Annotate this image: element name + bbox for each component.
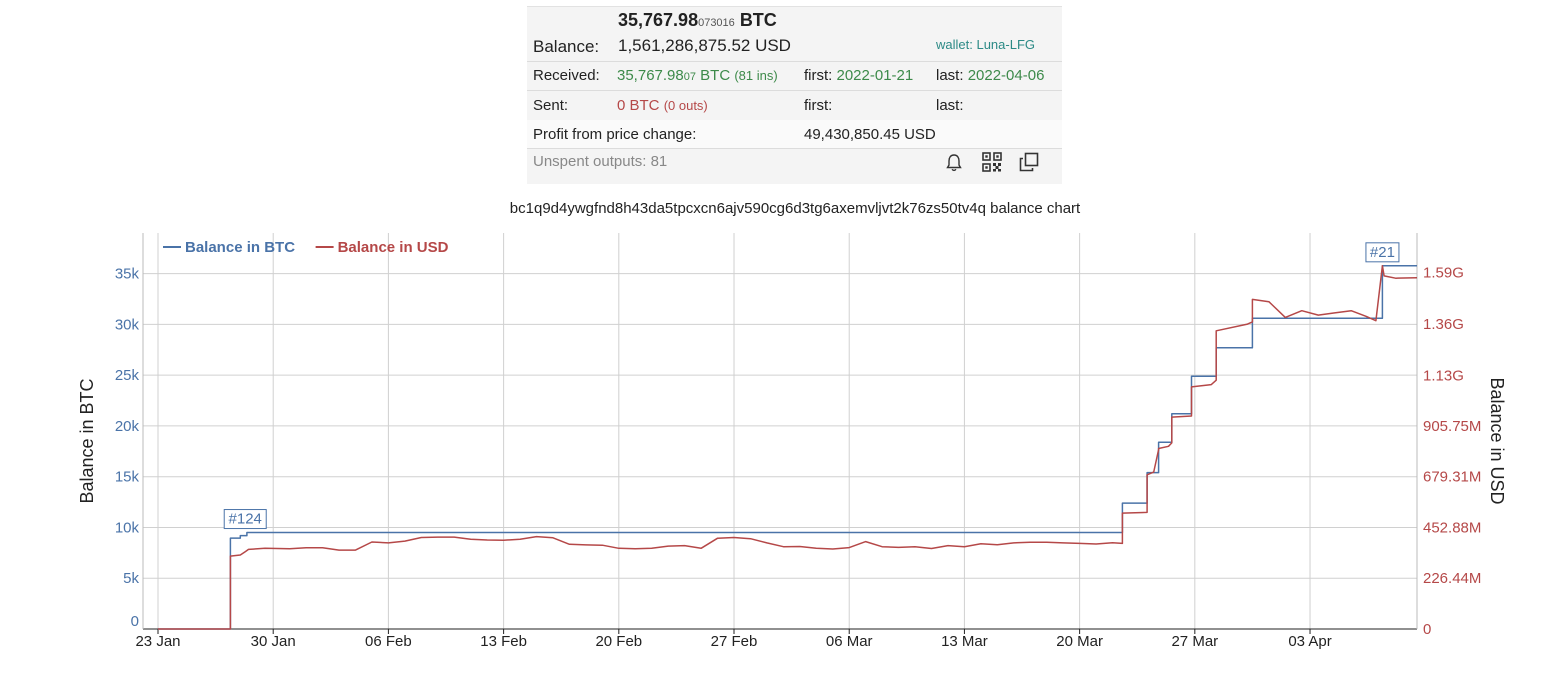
- left-tick-label: 35k: [115, 266, 140, 283]
- right-tick-label: 1.59G: [1423, 265, 1464, 282]
- copy-icon[interactable]: [1018, 151, 1040, 173]
- received-label: Received:: [533, 67, 600, 84]
- sent-label: Sent:: [533, 97, 569, 114]
- left-tick-label: 25k: [115, 367, 140, 384]
- x-tick-label: 30 Jan: [251, 633, 296, 650]
- chart-annotations: #124 #21: [223, 242, 1400, 530]
- right-tick-label: 226.44M: [1423, 570, 1481, 587]
- sent-last: last:: [936, 97, 964, 114]
- left-tick-label: 0: [131, 613, 139, 630]
- left-axis-title: Balance in BTC: [77, 378, 97, 503]
- legend-btc-label[interactable]: Balance in BTC: [185, 239, 295, 256]
- wallet-summary-card: 35,767.98073016 BTC Balance: 1,561,286,8…: [527, 6, 1062, 184]
- x-tick-label: 27 Feb: [711, 633, 758, 650]
- date-label: last:: [936, 67, 968, 84]
- sent-first: first:: [804, 97, 833, 114]
- chart-series: [158, 265, 1418, 630]
- x-tick-label: 06 Mar: [826, 633, 873, 650]
- x-tick-label: 03 Apr: [1288, 633, 1331, 650]
- legend-usd-label[interactable]: Balance in USD: [338, 239, 449, 256]
- annotation-label: #124: [229, 511, 262, 528]
- balance-usd: 1,561,286,875.52 USD: [618, 36, 791, 55]
- left-tick-label: 15k: [115, 469, 140, 486]
- unspent-row: Unspent outputs: 81: [527, 148, 1062, 184]
- balance-btc-main: 35,767.98: [618, 10, 699, 30]
- balance-label: Balance:: [533, 37, 600, 56]
- sent-btc-value: 0 BTC: [617, 97, 660, 114]
- profit-label: Profit from price change:: [533, 126, 697, 143]
- annotation-box: [1365, 242, 1400, 263]
- received-btc-main: 35,767.98: [617, 67, 684, 84]
- x-tick-label: 13 Feb: [480, 633, 527, 650]
- x-tick-label: 23 Jan: [135, 633, 180, 650]
- received-count: (81 ins): [734, 68, 778, 83]
- right-tick-label: 452.88M: [1423, 519, 1481, 536]
- balance-btc: 35,767.98073016 BTC: [618, 10, 777, 31]
- date-label: first:: [804, 67, 837, 84]
- btc-balance-line: [158, 265, 1417, 630]
- right-tick-label: 905.75M: [1423, 418, 1481, 435]
- chart-axes: 23 Jan 30 Jan 06 Feb 13 Feb 20 Feb 27 Feb 06 M…: [77, 233, 1507, 650]
- x-tick-label: 20 Feb: [595, 633, 642, 650]
- left-tick-label: 30k: [115, 316, 140, 333]
- annotation-box: [223, 509, 267, 530]
- received-btc-small-digits: 07: [683, 71, 696, 83]
- wallet-name[interactable]: wallet: Luna-LFG: [936, 37, 1035, 52]
- left-tick-label: 10k: [115, 519, 140, 536]
- sent-btc: 0 BTC (0 outs): [617, 97, 708, 114]
- right-axis-title: Balance in USD: [1487, 377, 1507, 504]
- balance-btc-small-digits: 073016: [698, 17, 735, 29]
- received-row: Received: 35,767.9807 BTC (81 ins) first…: [527, 61, 1062, 91]
- received-btc: 35,767.9807 BTC (81 ins): [617, 67, 778, 84]
- unspent-outputs[interactable]: Unspent outputs: 81: [533, 153, 668, 170]
- bell-icon[interactable]: [943, 152, 965, 174]
- balance-row: 35,767.98073016 BTC Balance: 1,561,286,8…: [527, 7, 1062, 62]
- profit-row: Profit from price change: 49,430,850.45 …: [527, 120, 1062, 149]
- received-last: last: 2022-04-06: [936, 67, 1044, 84]
- received-btc-unit: BTC: [700, 67, 731, 84]
- date-value: 2022-01-21: [836, 67, 914, 84]
- date-value: 2022-04-06: [967, 67, 1045, 84]
- sent-count: (0 outs): [663, 98, 708, 113]
- left-tick-label: 5k: [123, 570, 139, 587]
- x-tick-label: 20 Mar: [1056, 633, 1103, 650]
- right-tick-label: 1.36G: [1423, 316, 1464, 333]
- chart-legend[interactable]: Balance in BTC Balance in USD: [163, 239, 449, 256]
- right-tick-label: 679.31M: [1423, 469, 1481, 486]
- qr-code-icon[interactable]: [981, 151, 1003, 173]
- received-first: first: 2022-01-21: [804, 67, 913, 84]
- chart-grid: [143, 233, 1417, 629]
- x-tick-label: 27 Mar: [1171, 633, 1218, 650]
- chart-title: bc1q9d4ywgfnd8h43da5tpcxcn6ajv590cg6d3tg…: [509, 200, 1081, 217]
- annotation-label: #21: [1370, 244, 1395, 261]
- profit-value: 49,430,850.45 USD: [804, 126, 936, 143]
- x-tick-label: 13 Mar: [941, 633, 988, 650]
- balance-btc-unit: BTC: [739, 10, 777, 30]
- left-tick-label: 20k: [115, 418, 140, 435]
- usd-balance-line: [158, 265, 1418, 630]
- right-tick-label: 1.13G: [1423, 368, 1464, 385]
- right-tick-label: 0: [1423, 621, 1431, 638]
- x-tick-label: 06 Feb: [365, 633, 412, 650]
